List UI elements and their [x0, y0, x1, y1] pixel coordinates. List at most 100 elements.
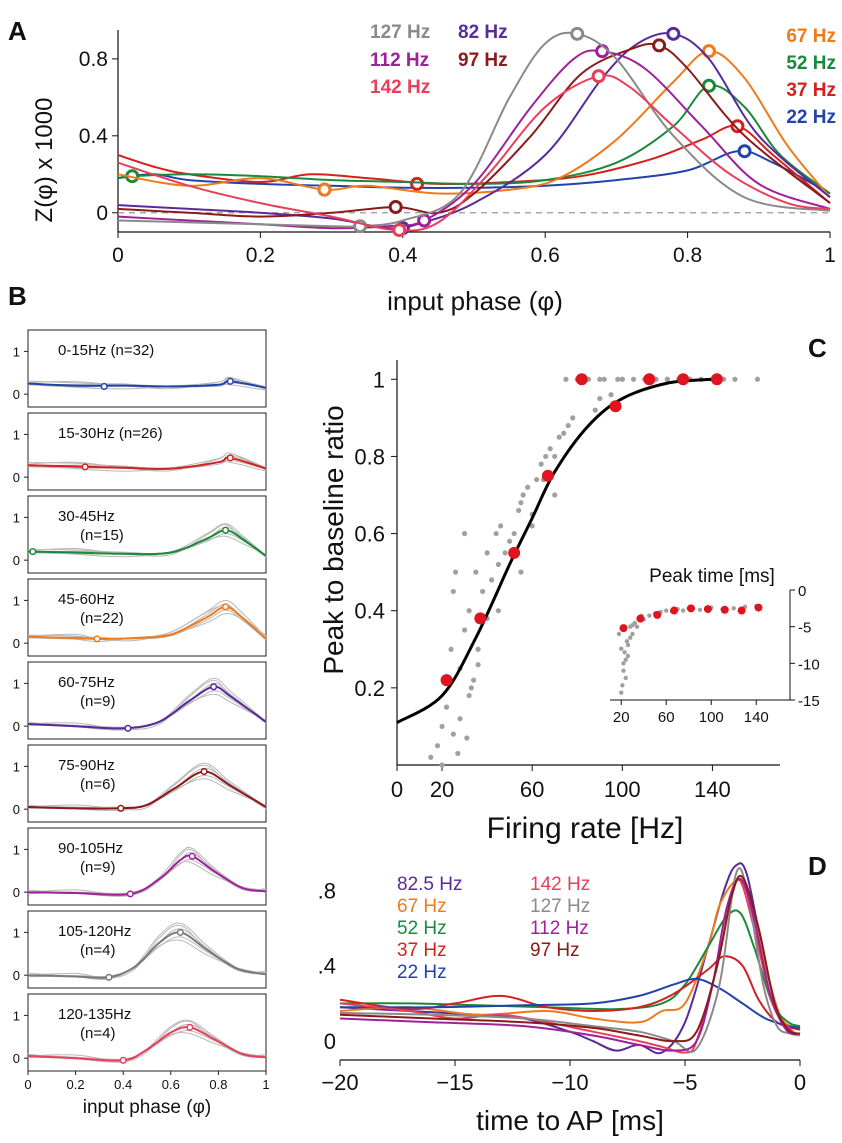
a-legend-entry: 142 Hz	[370, 77, 430, 98]
a-series-line-7	[117, 31, 831, 228]
a-series-line-0	[117, 150, 831, 195]
c-gray-point	[608, 392, 614, 398]
b-subplot-label: 75-90Hz	[58, 757, 115, 774]
c-inset-red-point	[687, 604, 695, 613]
d-x-tick-label: −5	[672, 1070, 697, 1095]
c-gray-point	[484, 550, 490, 556]
a-legend-entry: 52 Hz	[786, 53, 836, 74]
c-gray-point	[619, 376, 625, 382]
c-gray-point	[468, 685, 474, 691]
d-y-tick-label: .8	[318, 878, 336, 903]
d-x-tick-label: 0	[794, 1070, 806, 1095]
b-gray-trace	[27, 1030, 267, 1061]
d-series-line-8	[339, 874, 801, 1043]
b-mean-trace	[27, 931, 267, 979]
b-y-tick-label: 1	[13, 344, 20, 359]
b-mean-trace	[27, 1026, 267, 1062]
b-x-tick-label: 0.8	[209, 1077, 227, 1092]
b-subplot-frame	[27, 910, 267, 989]
c-gray-point	[525, 484, 531, 490]
c-inset-gray-point	[731, 606, 736, 611]
b-y-tick-label: 0	[13, 387, 20, 402]
c-inset-red-point	[720, 605, 729, 614]
a-series-max-marker	[652, 38, 667, 53]
c-gray-point	[480, 588, 486, 595]
c-gray-point	[457, 716, 463, 722]
panel-label-c: C	[808, 333, 827, 363]
c-gray-point	[493, 530, 499, 537]
c-gray-point	[461, 627, 468, 633]
b-subplot-frame	[27, 661, 267, 740]
c-gray-point	[556, 434, 562, 440]
b-y-tick-label: 1	[13, 676, 20, 691]
b-subplot-frame	[27, 993, 267, 1072]
c-gray-point	[475, 646, 481, 652]
b-gray-trace	[27, 848, 267, 896]
c-gray-point	[428, 754, 434, 760]
c-y-tick-label: 0.6	[354, 522, 385, 547]
c-gray-point	[597, 395, 603, 402]
c-gray-point	[464, 735, 470, 741]
b-y-tick-label: 0	[13, 553, 20, 568]
a-series-line-3	[117, 50, 831, 199]
b-gray-trace	[27, 1020, 267, 1062]
panel-label-d: D	[808, 851, 827, 881]
b-min-marker	[29, 548, 37, 556]
c-y-tick-label: 0.2	[354, 676, 385, 701]
a-legend-entry: 112 Hz	[370, 50, 429, 71]
b-y-tick-label: 0	[13, 1051, 20, 1066]
c-x-axis-label: Firing rate [Hz]	[487, 812, 684, 845]
b-y-tick-label: 1	[13, 593, 20, 608]
d-legend-entry: 37 Hz	[397, 940, 447, 961]
c-gray-point	[538, 461, 544, 467]
c-inset-gray-point	[634, 624, 640, 629]
c-inset-gray-point	[697, 607, 703, 612]
a-legend-entry: 82 Hz	[458, 22, 508, 43]
d-x-tick-label: −20	[321, 1070, 358, 1095]
b-min-marker	[81, 463, 89, 471]
b-y-tick-label: 0	[13, 636, 20, 651]
a-series-min-marker	[388, 199, 403, 214]
c-gray-point	[552, 492, 558, 498]
c-gray-point	[597, 376, 603, 382]
b-max-marker	[226, 377, 234, 385]
c-red-point	[609, 400, 622, 413]
c-y-tick-label: 0.4	[354, 599, 385, 624]
b-gray-trace	[27, 924, 267, 979]
d-x-tick-label: −10	[551, 1070, 588, 1095]
b-subplot-frame	[27, 495, 267, 574]
a-x-tick-label: 1	[824, 244, 836, 267]
b-y-tick-label: 0	[13, 885, 20, 900]
b-y-tick-label: 0	[13, 802, 20, 817]
c-inset-gray-point	[630, 631, 635, 637]
c-y-tick-label: 0.8	[354, 444, 385, 469]
a-y-tick-label: 0.8	[79, 48, 108, 71]
b-x-tick-label: 1	[262, 1077, 269, 1092]
b-x-tick-label: 0.4	[114, 1077, 132, 1092]
c-gray-point	[570, 415, 576, 421]
a-y-axis-label: Z(φ) x 1000	[31, 98, 58, 223]
c-inset-red-point	[703, 605, 712, 614]
a-series-max-marker	[730, 119, 745, 134]
a-legend-entry: 127 Hz	[370, 22, 430, 43]
c-inset-red-point	[636, 614, 645, 623]
c-gray-point	[754, 376, 761, 382]
b-subplot-label: 90-105Hz	[58, 840, 123, 857]
b-min-marker	[124, 724, 132, 732]
a-series-max-marker	[666, 26, 681, 41]
a-series-min-marker	[410, 176, 425, 191]
c-inset-x-tick-label: 140	[744, 709, 769, 726]
c-inset-gray-point	[619, 690, 624, 695]
c-gray-point	[461, 530, 468, 537]
c-fit-curve	[396, 377, 713, 724]
b-y-tick-label: 1	[13, 510, 20, 525]
c-inset-gray-point	[630, 623, 635, 628]
c-gray-point	[475, 662, 481, 668]
b-x-tick-label: 0.6	[162, 1077, 180, 1092]
d-series-line-6	[339, 867, 801, 1053]
c-gray-point	[439, 723, 445, 730]
a-series-line-2	[117, 84, 831, 195]
c-inset-gray-point	[628, 635, 633, 640]
a-x-tick-label: 0	[112, 244, 124, 267]
